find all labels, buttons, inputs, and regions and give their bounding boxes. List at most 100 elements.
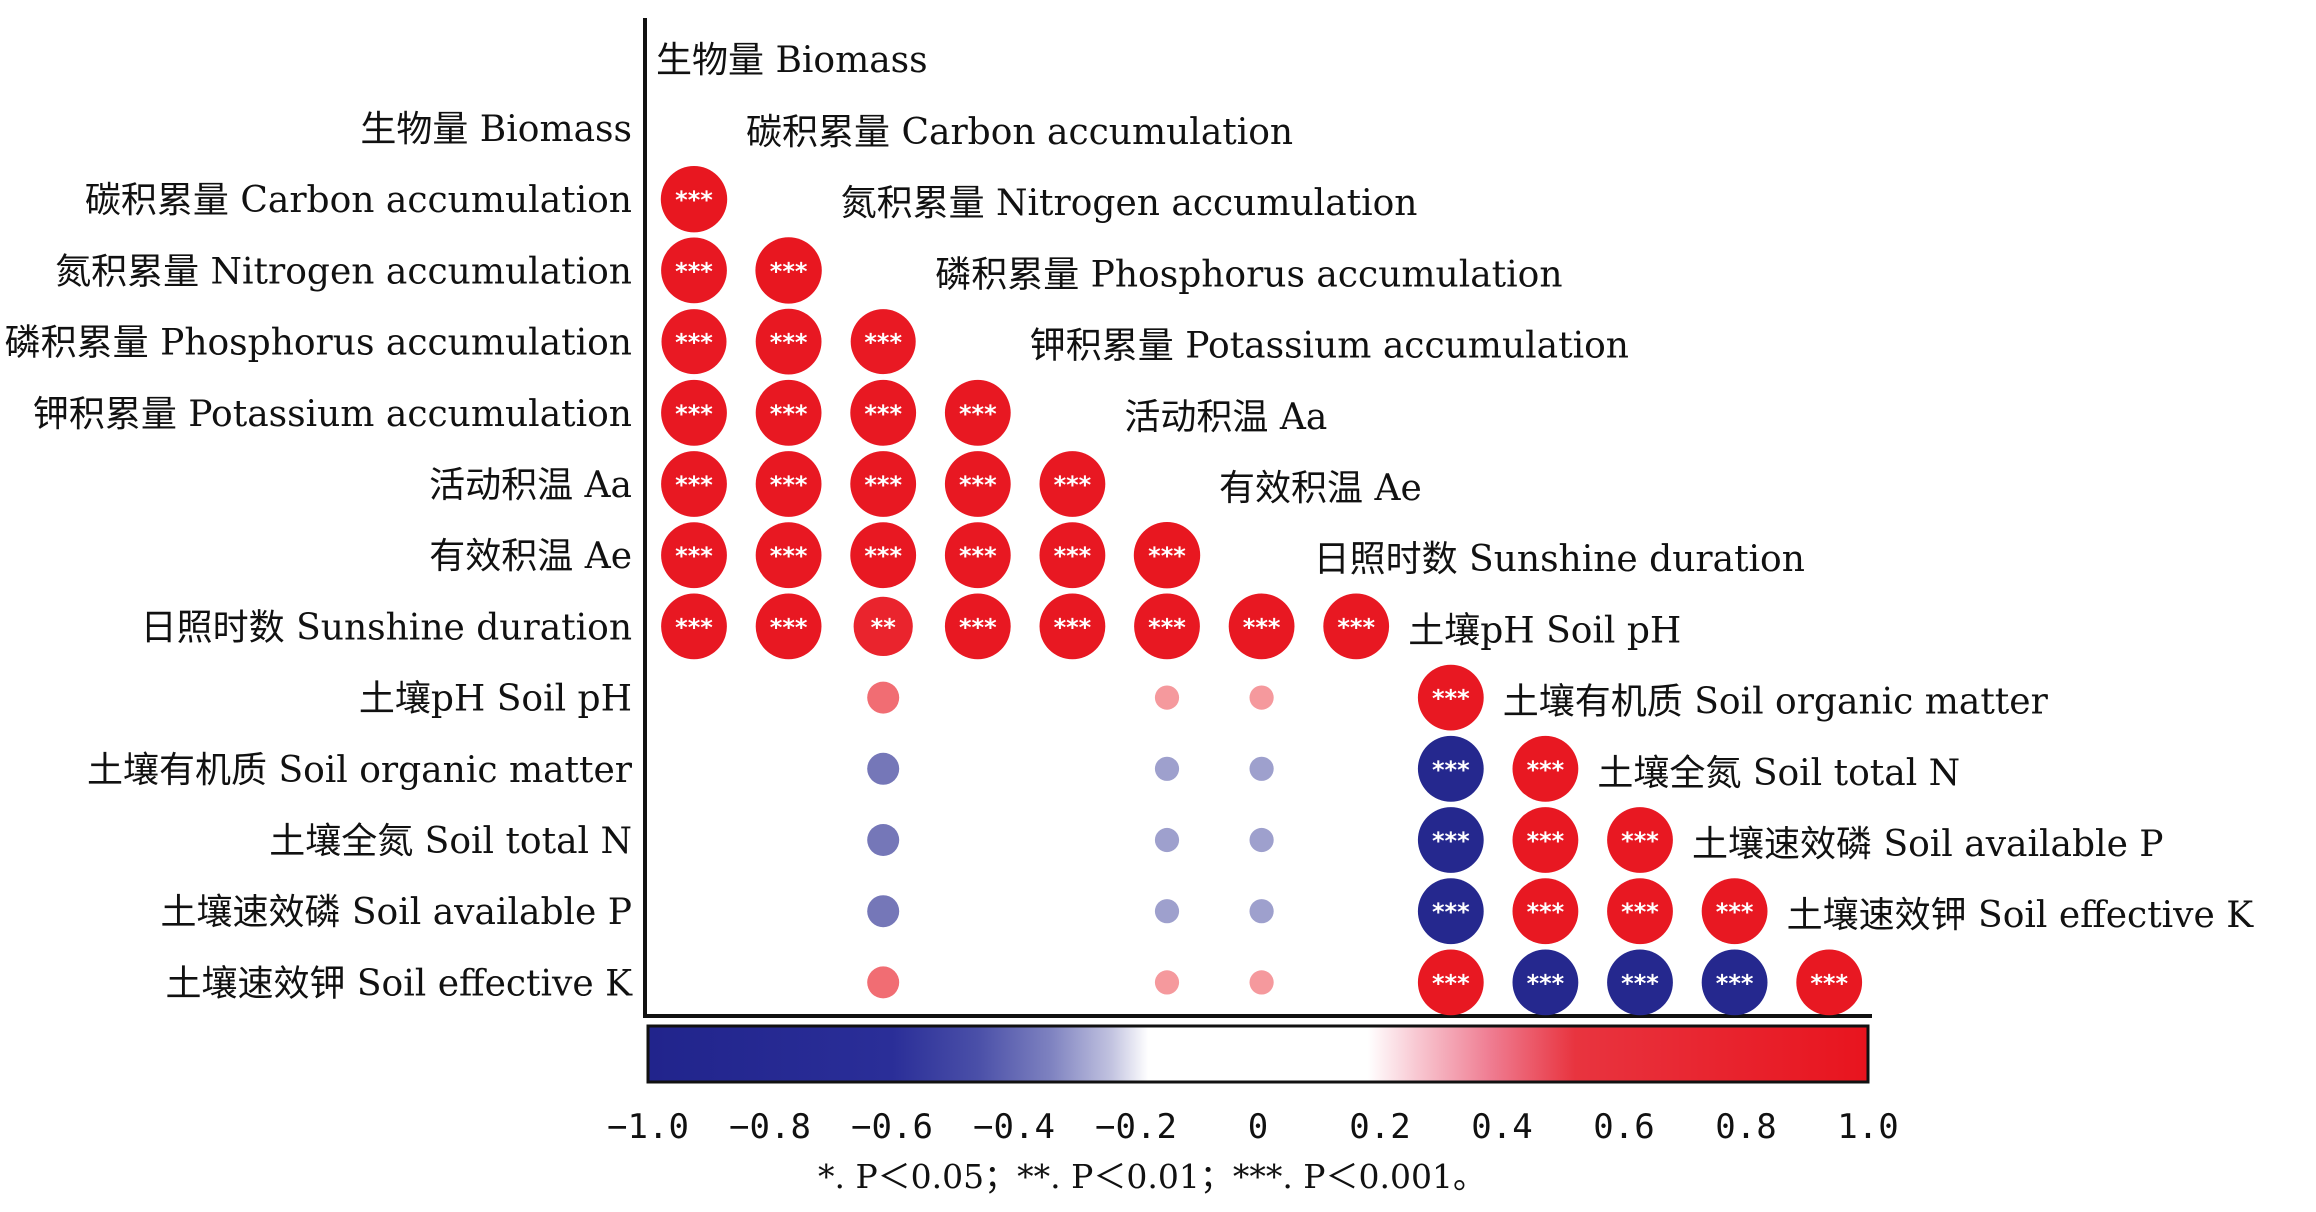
correlation-cell xyxy=(867,895,900,928)
colorbar-tick-label: 0 xyxy=(1248,1107,1268,1147)
colorbar-tick-label: 0.4 xyxy=(1471,1107,1532,1147)
significance-stars: *** xyxy=(1148,613,1186,641)
diagonal-labels: 生物量 Biomass 碳积累量 Carbon accumulation 氮积累量 … xyxy=(656,40,2254,936)
row-label: 磷积累量 Phosphorus accumulation xyxy=(5,323,632,364)
diagonal-label: 日照时数 Sunshine duration xyxy=(1314,539,1805,580)
colorbar-tick-label: 0.6 xyxy=(1593,1107,1654,1147)
correlation-cell xyxy=(1249,685,1274,710)
significance-stars: *** xyxy=(1243,613,1281,641)
correlation-cell xyxy=(1154,970,1180,995)
diagonal-label: 活动积温 Aa xyxy=(1124,397,1327,438)
correlation-cell: *** xyxy=(661,309,727,375)
correlation-cell: *** xyxy=(1323,593,1390,660)
colorbar-tick-label: −1.0 xyxy=(607,1107,689,1147)
correlation-cell: *** xyxy=(1417,949,1484,1016)
correlation-cell xyxy=(1154,756,1180,781)
correlation-cell: *** xyxy=(755,593,822,660)
colorbar-tick-label: −0.8 xyxy=(729,1107,811,1147)
significance-stars: *** xyxy=(675,542,713,570)
correlation-circle xyxy=(853,596,913,657)
row-label: 土壤全氮 Soil total N xyxy=(269,821,632,862)
significance-stars: *** xyxy=(864,400,902,428)
correlation-circle xyxy=(1249,970,1274,995)
significance-stars: *** xyxy=(864,329,902,357)
correlation-cell: *** xyxy=(1796,949,1863,1016)
correlation-cell: *** xyxy=(755,237,822,304)
correlation-cell: *** xyxy=(1133,522,1201,589)
row-label: 活动积温 Aa xyxy=(429,465,632,506)
correlation-cell: *** xyxy=(1417,878,1484,945)
correlation-circle xyxy=(755,522,822,589)
diagonal-label: 有效积温 Ae xyxy=(1219,468,1422,509)
correlation-circle xyxy=(1134,593,1200,660)
colorbar xyxy=(646,1024,1870,1084)
correlation-cell: ** xyxy=(853,596,913,657)
correlation-circle xyxy=(944,451,1011,517)
correlation-circle xyxy=(867,824,900,856)
significance-stars: *** xyxy=(1621,827,1659,855)
correlation-cell: *** xyxy=(661,522,727,589)
significance-stars: *** xyxy=(1432,685,1470,713)
correlation-circle xyxy=(1039,593,1106,660)
significance-stars: *** xyxy=(770,257,808,285)
correlation-cell: *** xyxy=(755,522,822,589)
correlation-cell: *** xyxy=(1417,735,1484,802)
correlation-cell: *** xyxy=(755,379,822,446)
correlation-circle xyxy=(755,593,822,660)
correlation-circle xyxy=(1154,899,1180,924)
diagonal-label: 氮积累量 Nitrogen accumulation xyxy=(841,183,1418,224)
significance-stars: *** xyxy=(1527,898,1565,926)
correlation-circle xyxy=(1607,949,1673,1016)
correlation-circle xyxy=(661,522,727,589)
row-label: 有效积温 Ae xyxy=(429,536,632,577)
correlation-circle xyxy=(1417,807,1484,873)
colorbar-tick-label: −0.6 xyxy=(851,1107,933,1147)
significance-stars: *** xyxy=(1716,969,1754,997)
significance-stars: *** xyxy=(959,613,997,641)
correlation-circle xyxy=(1249,756,1274,781)
correlation-cell: *** xyxy=(1228,593,1295,660)
correlation-circle xyxy=(1607,878,1673,945)
colorbar-ticks: −1.0 −0.8 −0.6 −0.4 −0.2 0 0.2 0.4 0.6 0.8 1.0 xyxy=(607,1107,1899,1147)
row-label: 日照时数 Sunshine duration xyxy=(141,607,632,648)
correlation-circle xyxy=(867,895,900,928)
correlation-circle xyxy=(1417,735,1484,802)
significance-stars: *** xyxy=(675,329,713,357)
row-labels: 生物量 Biomass 碳积累量 Carbon accumulation 氮积累量 … xyxy=(5,109,633,1004)
correlation-cell xyxy=(867,752,900,785)
correlation-cell: *** xyxy=(944,522,1011,589)
correlation-cell: *** xyxy=(1039,522,1106,589)
colorbar-tick-label: 0.2 xyxy=(1349,1107,1410,1147)
correlation-cell: *** xyxy=(1512,735,1579,802)
correlation-cell xyxy=(867,681,900,714)
significance-stars: *** xyxy=(959,471,997,499)
correlation-cell: *** xyxy=(660,166,728,233)
correlation-circle xyxy=(661,593,727,660)
correlation-circle xyxy=(1039,522,1106,589)
correlation-cell: *** xyxy=(1039,451,1106,517)
correlation-circle xyxy=(1417,878,1484,945)
correlation-circle xyxy=(850,451,917,517)
significance-stars: *** xyxy=(1432,756,1470,784)
correlation-cell: *** xyxy=(944,593,1011,660)
significance-stars: *** xyxy=(864,471,902,499)
correlation-cell: *** xyxy=(661,237,727,304)
significance-stars: *** xyxy=(770,329,808,357)
correlation-circle xyxy=(1607,807,1673,873)
correlation-cell: *** xyxy=(1512,807,1579,873)
significance-stars: *** xyxy=(675,613,713,641)
correlation-circle xyxy=(850,309,916,375)
correlation-cell: *** xyxy=(1417,664,1484,731)
significance-stars: *** xyxy=(1054,613,1092,641)
correlation-circle xyxy=(850,522,917,589)
correlation-circle xyxy=(867,966,900,999)
correlation-cell: *** xyxy=(755,451,822,517)
diagonal-label: 生物量 Biomass xyxy=(656,40,928,81)
correlation-circle xyxy=(1133,522,1201,589)
correlation-circle xyxy=(661,237,727,304)
correlation-cell xyxy=(867,824,900,856)
significance-stars: *** xyxy=(1527,827,1565,855)
correlation-cell: *** xyxy=(850,379,917,446)
correlation-cell: *** xyxy=(1134,593,1200,660)
correlation-circle xyxy=(850,379,917,446)
